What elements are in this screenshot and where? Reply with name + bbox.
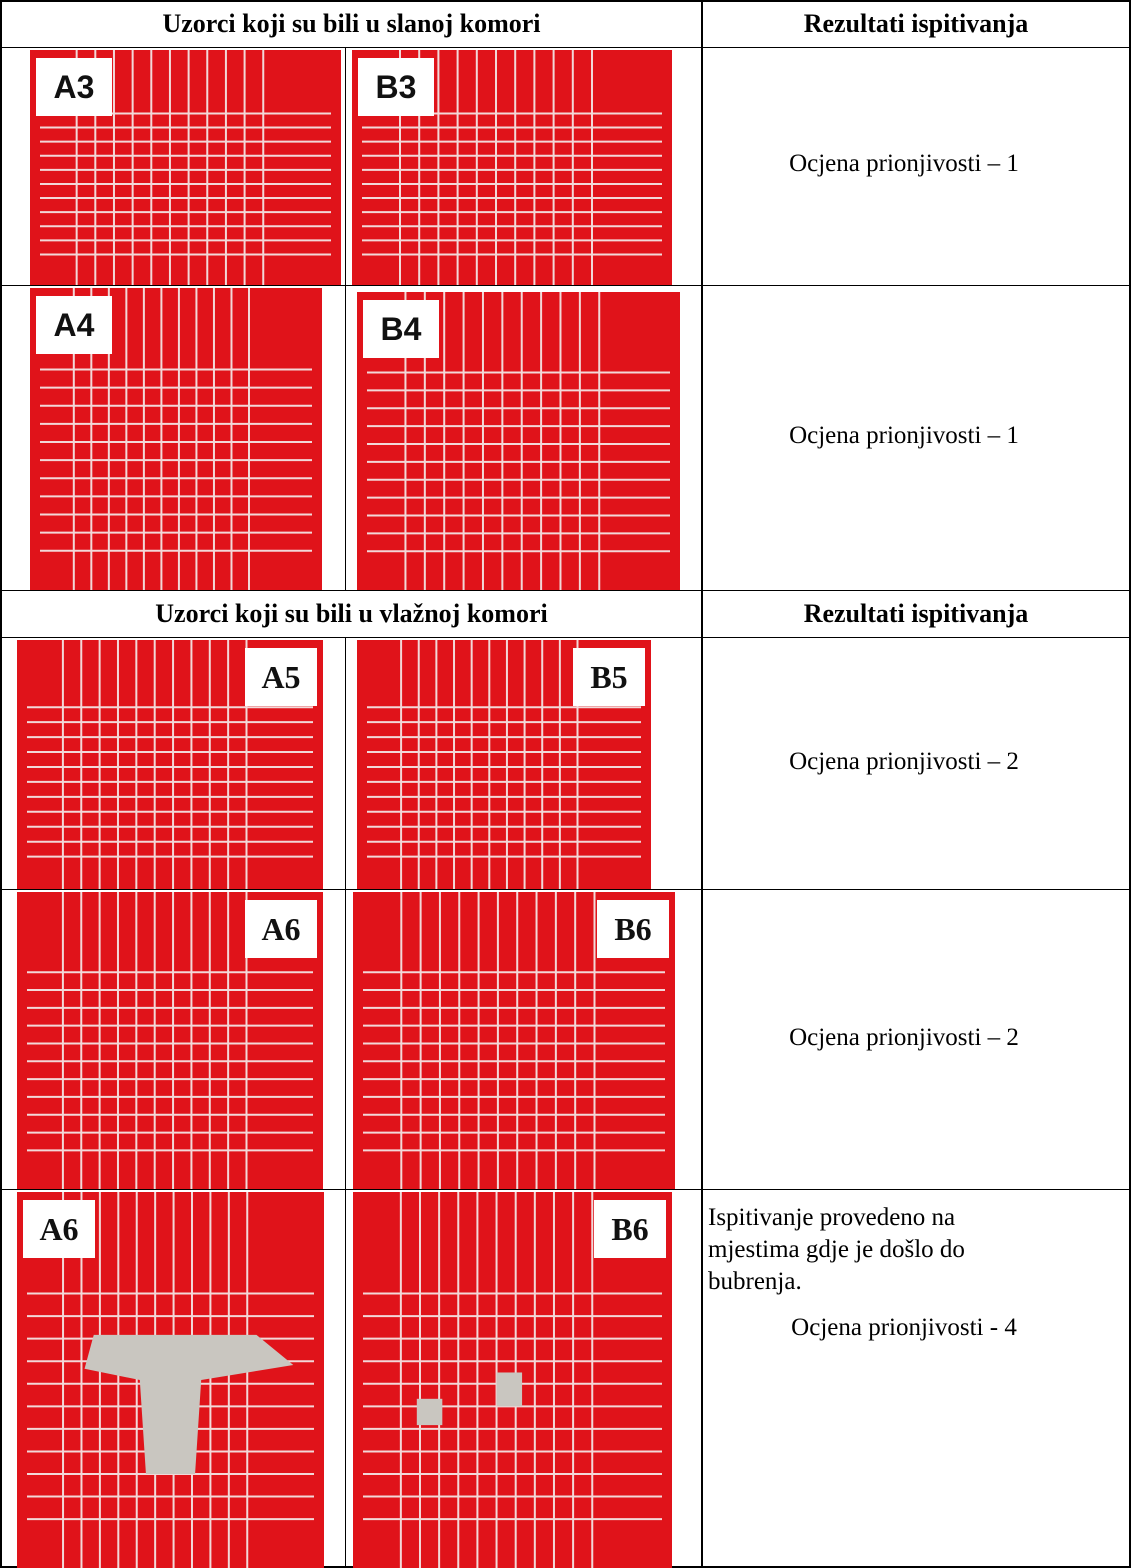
sample-label: B3 (376, 69, 417, 105)
sample-label: B4 (381, 311, 422, 347)
sample-label: A3 (54, 69, 95, 105)
border (0, 590, 1131, 591)
border (1129, 0, 1131, 1568)
border (0, 0, 2, 1568)
sample-photo: B4 (357, 292, 680, 590)
header-cell: Rezultati ispitivanja (803, 9, 1029, 38)
label-card (597, 900, 669, 958)
border (0, 889, 1131, 890)
border (0, 0, 1131, 2)
peeled-area (496, 1372, 523, 1407)
label-card (363, 300, 439, 358)
peeled-area (416, 1398, 443, 1426)
result: Ocjena prionjivosti – 2 (789, 748, 1019, 775)
peeled-area (84, 1334, 294, 1474)
header-cell: Rezultati ispitivanja (803, 599, 1029, 628)
sample-photo: A3 (30, 50, 341, 285)
sample-label: B6 (611, 1211, 648, 1247)
label-card (358, 58, 434, 116)
label-card (245, 648, 317, 706)
sample-photo: A6 (17, 892, 323, 1189)
result: Ocjena prionjivosti – 1 (789, 150, 1019, 177)
border (0, 47, 1131, 48)
header-cell: Uzorci koji su bili u slanoj komori (162, 9, 541, 38)
label-card (594, 1200, 666, 1258)
sample-photo: B6 (353, 892, 675, 1189)
header-cell: Uzorci koji su bili u vlažnoj komori (155, 599, 548, 628)
sample-label: B6 (614, 911, 651, 947)
label-card (245, 900, 317, 958)
result: Ocjena prionjivosti – 2 (789, 1024, 1019, 1051)
sample-photo: A4 (30, 288, 322, 590)
sample-photo: B5 (357, 640, 651, 889)
sample-photo: B6 (353, 1192, 672, 1568)
sample-photo: A5 (17, 640, 323, 889)
border (701, 0, 703, 1568)
sample-label: B5 (590, 659, 627, 695)
label-card (36, 58, 112, 116)
border (345, 637, 346, 1568)
sample-label: A4 (54, 307, 95, 343)
result: Ocjena prionjivosti – 1 (789, 422, 1019, 449)
sample-photo: B3 (352, 50, 672, 285)
label-card (36, 296, 112, 354)
result: Ocjena prionjivosti - 4 (791, 1314, 1017, 1341)
sample-photo: A6 (17, 1192, 324, 1568)
border (0, 637, 1131, 638)
sample-label: A6 (39, 1211, 78, 1247)
sample-label: A6 (261, 911, 300, 947)
label-card (23, 1200, 95, 1258)
sample-label: A5 (261, 659, 300, 695)
note: Ispitivanje provedeno na mjestima gdje j… (708, 1204, 965, 1295)
label-card (573, 648, 645, 706)
border (0, 1189, 1131, 1190)
border (0, 285, 1131, 286)
border (345, 47, 346, 590)
